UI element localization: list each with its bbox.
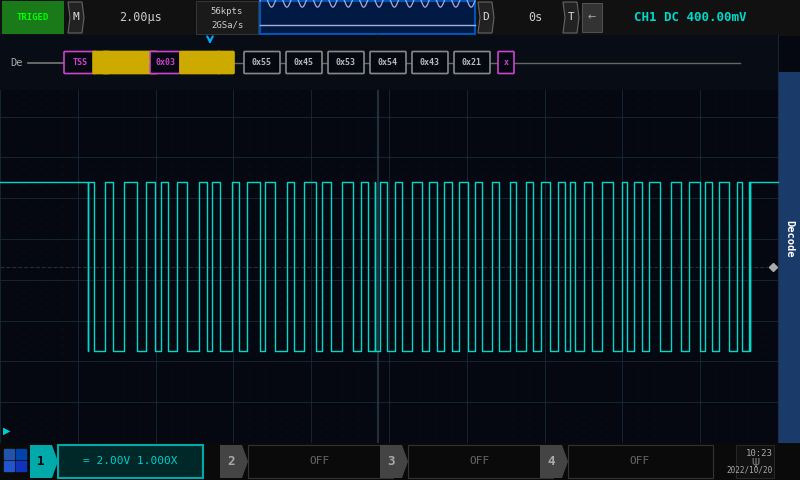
Polygon shape: [52, 445, 58, 478]
Polygon shape: [402, 445, 408, 478]
Bar: [4, 461, 14, 471]
Bar: [260, 1, 475, 34]
Polygon shape: [563, 2, 579, 33]
Bar: [582, 3, 602, 32]
Bar: [568, 445, 713, 478]
FancyBboxPatch shape: [412, 51, 448, 73]
Text: = 2.00V 1.000X: = 2.00V 1.000X: [82, 456, 178, 467]
Bar: [0, 443, 800, 480]
Text: ←: ←: [588, 12, 596, 23]
Text: 0x43: 0x43: [420, 58, 440, 67]
Bar: [4, 449, 14, 459]
Text: OFF: OFF: [630, 456, 650, 467]
Bar: [540, 445, 562, 478]
Bar: [30, 445, 52, 478]
Bar: [196, 1, 258, 34]
Bar: [778, 72, 800, 480]
Text: 0s: 0s: [528, 11, 542, 24]
FancyBboxPatch shape: [93, 51, 109, 73]
Bar: [16, 461, 26, 471]
Text: 0x53: 0x53: [336, 58, 356, 67]
FancyBboxPatch shape: [454, 51, 490, 73]
Text: 4: 4: [547, 455, 554, 468]
Text: 0x03: 0x03: [155, 58, 175, 67]
Text: 2: 2: [227, 455, 234, 468]
FancyBboxPatch shape: [180, 51, 220, 73]
Text: x: x: [98, 58, 103, 67]
Text: 0x21: 0x21: [462, 58, 482, 67]
Bar: [736, 445, 774, 478]
Text: D: D: [482, 12, 490, 23]
Bar: [408, 445, 553, 478]
Text: M: M: [73, 12, 79, 23]
Text: TRIGED: TRIGED: [17, 13, 49, 22]
Text: ▶: ▶: [3, 426, 10, 436]
Text: 56kpts: 56kpts: [211, 7, 243, 16]
Text: TSS: TSS: [73, 58, 87, 67]
Text: 1: 1: [38, 455, 45, 468]
Text: 0x5D4: 0x5D4: [187, 58, 213, 67]
Text: CH1 DC 400.00mV: CH1 DC 400.00mV: [634, 11, 746, 24]
Text: De: De: [10, 58, 22, 68]
Bar: [0, 35, 778, 443]
Text: 2022/10/20: 2022/10/20: [726, 465, 773, 474]
Text: OFF: OFF: [470, 456, 490, 467]
Bar: [16, 449, 26, 459]
Bar: [380, 445, 402, 478]
Text: x: x: [503, 58, 509, 67]
Bar: [0, 0, 800, 35]
Bar: [220, 445, 242, 478]
Text: 2.00μs: 2.00μs: [118, 11, 162, 24]
FancyBboxPatch shape: [150, 51, 180, 73]
FancyBboxPatch shape: [218, 51, 234, 73]
Text: x: x: [223, 58, 229, 67]
Bar: [248, 445, 393, 478]
Bar: [58, 445, 203, 478]
Text: 10:23: 10:23: [746, 449, 773, 458]
Text: ID:0x53D: ID:0x53D: [110, 58, 150, 67]
FancyBboxPatch shape: [498, 51, 514, 73]
FancyBboxPatch shape: [328, 51, 364, 73]
Bar: [2, 1, 64, 34]
Polygon shape: [562, 445, 568, 478]
Text: 0x54: 0x54: [378, 58, 398, 67]
FancyBboxPatch shape: [64, 51, 96, 73]
Polygon shape: [242, 445, 248, 478]
Text: OFF: OFF: [310, 456, 330, 467]
FancyBboxPatch shape: [103, 51, 157, 73]
Text: 2GSa/s: 2GSa/s: [211, 21, 243, 30]
Polygon shape: [478, 2, 494, 33]
Polygon shape: [68, 2, 84, 33]
Text: 3: 3: [387, 455, 394, 468]
Bar: [0, 35, 778, 90]
FancyBboxPatch shape: [370, 51, 406, 73]
Text: 0x45: 0x45: [294, 58, 314, 67]
FancyBboxPatch shape: [244, 51, 280, 73]
Text: ψ: ψ: [751, 455, 759, 468]
FancyBboxPatch shape: [286, 51, 322, 73]
Text: Decode: Decode: [784, 220, 794, 258]
Text: 0x55: 0x55: [252, 58, 272, 67]
Text: T: T: [568, 12, 574, 23]
